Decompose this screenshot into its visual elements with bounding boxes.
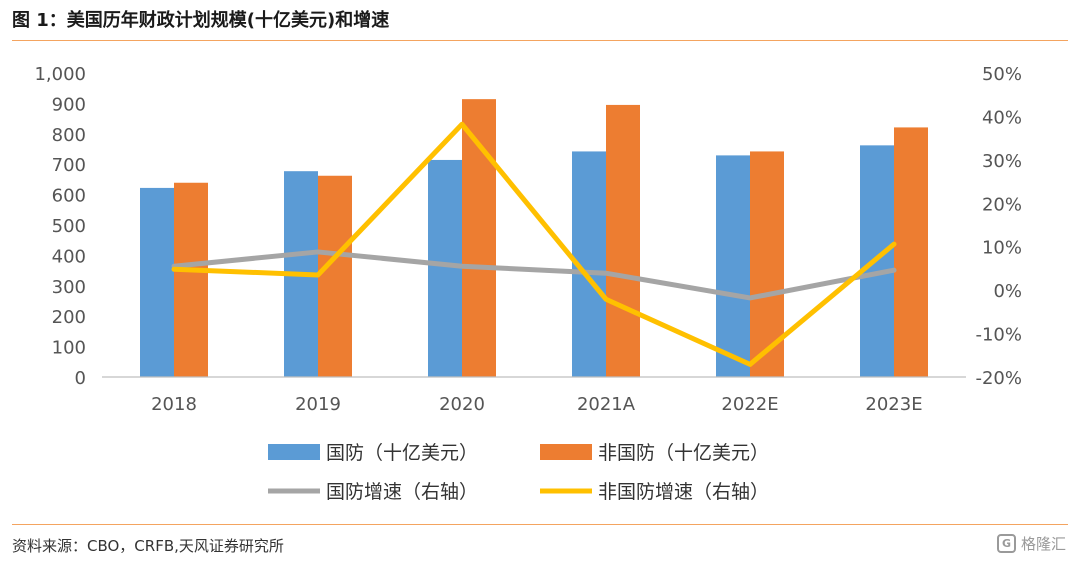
right-tick-label: 50% [982,64,1022,85]
figure-title: 图 1：美国历年财政计划规模(十亿美元)和增速 [12,10,390,31]
right-tick-label: -10% [975,325,1022,346]
right-axis-ticks: -20% -10% 0% 10% 20% 30% 40% 50% [975,64,1022,389]
legend-label: 非国防增速（右轴） [598,481,769,503]
right-tick-label: 40% [982,107,1022,128]
watermark: G 格隆汇 [996,533,1066,554]
x-tick-label: 2022E [721,394,778,415]
left-axis-ticks: 0 100 200 300 400 500 600 700 800 900 1,000 [34,64,86,389]
watermark-logo-icon: G [996,534,1016,553]
right-tick-label: 30% [982,151,1022,172]
x-tick-label: 2023E [865,394,922,415]
watermark-text: 格隆汇 [1020,535,1066,553]
footer-rule [12,524,1068,525]
right-tick-label: 20% [982,194,1022,215]
legend-label: 国防增速（右轴） [326,481,478,503]
x-axis-ticks: 2018 2019 2020 2021A 2022E 2023E [151,394,923,415]
title-rule [12,40,1068,41]
right-tick-label: -20% [975,368,1022,389]
source-note: 资料来源：CBO，CRFB,天风证券研究所 [12,537,284,555]
left-tick-label: 700 [52,155,86,176]
left-tick-label: 800 [52,125,86,146]
line-nondefense-growth [171,121,897,367]
legend: 国防（十亿美元） 非国防（十亿美元） 国防增速（右轴） 非国防增速（右轴） [268,442,769,503]
left-tick-label: 300 [52,277,86,298]
bar-nondefense-2021A [606,104,640,378]
bar-defense-2018 [140,187,174,377]
x-tick-label: 2021A [577,394,636,415]
x-tick-label: 2019 [295,394,341,415]
x-tick-label: 2018 [151,394,197,415]
right-tick-label: 0% [993,281,1022,302]
left-tick-label: 0 [75,368,86,389]
bars-layer [140,99,928,378]
legend-label: 非国防（十亿美元） [598,442,769,464]
legend-label: 国防（十亿美元） [326,442,478,464]
legend-swatch [268,444,320,460]
left-tick-label: 400 [52,246,86,267]
left-tick-label: 1,000 [34,64,86,85]
line-defense-growth [171,249,897,301]
bar-nondefense-2023E [894,127,928,377]
left-tick-label: 900 [52,94,86,115]
bar-defense-2020 [428,159,462,377]
bar-defense-2022E [716,155,750,377]
left-tick-label: 600 [52,186,86,207]
left-tick-label: 100 [52,338,86,359]
x-tick-label: 2020 [439,394,485,415]
bar-nondefense-2019 [318,175,352,377]
lines-layer [171,121,897,367]
right-tick-label: 10% [982,238,1022,259]
left-tick-label: 500 [52,216,86,237]
bar-nondefense-2018 [174,182,208,377]
legend-swatch [540,444,592,460]
bar-nondefense-2020 [462,99,496,378]
left-tick-label: 200 [52,307,86,328]
